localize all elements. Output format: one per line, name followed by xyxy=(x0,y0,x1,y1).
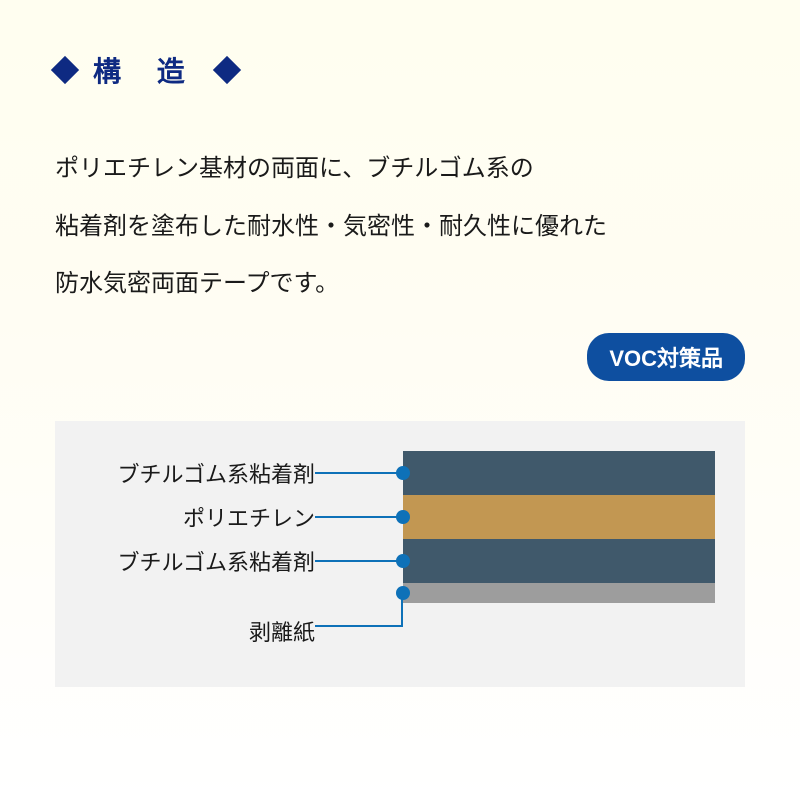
marker-icon xyxy=(396,586,410,600)
leader-line xyxy=(315,451,403,495)
layer-label: ブチルゴム系粘着剤 xyxy=(85,457,315,489)
layer-label: ブチルゴム系粘着剤 xyxy=(85,545,315,577)
layer-bar xyxy=(403,583,715,603)
layer-label: 剥離紙 xyxy=(85,615,315,647)
layer-block: ブチルゴム系粘着剤 ポリエチレン ブチルゴム系粘着剤 剥離紙 xyxy=(85,451,715,627)
marker-icon xyxy=(396,466,410,480)
layer-label: ポリエチレン xyxy=(85,501,315,533)
layer-diagram: ブチルゴム系粘着剤 ポリエチレン ブチルゴム系粘着剤 剥離紙 xyxy=(55,421,745,687)
marker-icon xyxy=(396,554,410,568)
description-line: 防水気密両面テープです。 xyxy=(55,255,745,313)
heading-text: 構 造 xyxy=(93,50,199,90)
voc-badge: VOC対策品 xyxy=(587,333,745,381)
layer-bar xyxy=(403,495,715,539)
leader-line xyxy=(315,539,403,583)
layer-row-0: ブチルゴム系粘着剤 xyxy=(85,451,715,495)
diamond-icon xyxy=(51,56,79,84)
leader-line xyxy=(315,495,403,539)
layer-bar xyxy=(403,539,715,583)
layer-bar xyxy=(403,451,715,495)
section-heading: 構 造 xyxy=(55,50,745,90)
badge-row: VOC対策品 xyxy=(55,333,745,381)
layer-row-3: 剥離紙 xyxy=(85,583,715,627)
description-line: ポリエチレン基材の両面に、ブチルゴム系の xyxy=(55,140,745,198)
layer-row-2: ブチルゴム系粘着剤 xyxy=(85,539,715,583)
description-block: ポリエチレン基材の両面に、ブチルゴム系の 粘着剤を塗布した耐水性・気密性・耐久性… xyxy=(55,140,745,313)
layer-row-1: ポリエチレン xyxy=(85,495,715,539)
leader-line xyxy=(315,583,403,627)
marker-icon xyxy=(396,510,410,524)
diamond-icon xyxy=(213,56,241,84)
description-line: 粘着剤を塗布した耐水性・気密性・耐久性に優れた xyxy=(55,198,745,256)
